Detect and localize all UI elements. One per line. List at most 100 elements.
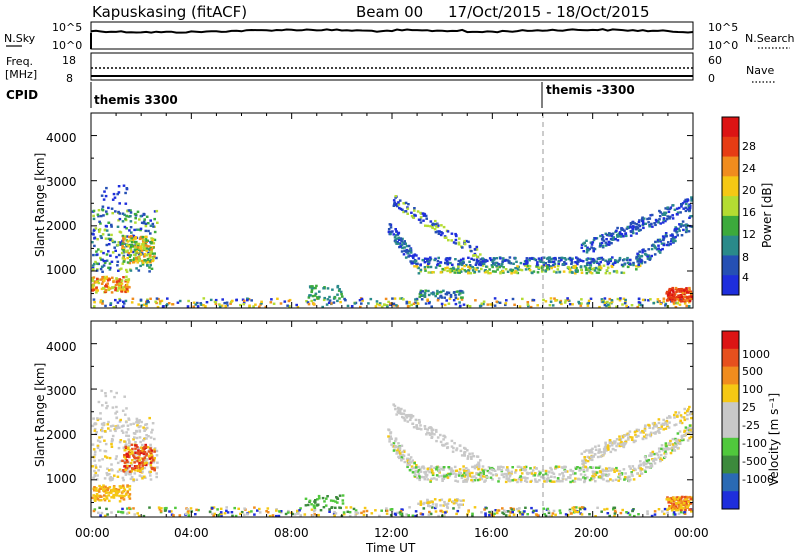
velocity-cell xyxy=(564,513,568,516)
velocity-cell xyxy=(149,443,152,447)
power-cell xyxy=(610,242,613,245)
power-cell xyxy=(221,298,224,301)
power-cell xyxy=(516,268,520,271)
power-cell xyxy=(96,289,99,292)
power-cell xyxy=(678,223,681,226)
velocity-cell xyxy=(633,430,637,434)
power-cell xyxy=(242,299,246,303)
power-cell xyxy=(192,305,196,308)
velocity-cell xyxy=(435,430,438,433)
velocity-cell xyxy=(111,406,115,409)
power-cell xyxy=(433,258,436,262)
power-cell xyxy=(473,270,477,274)
power-cell xyxy=(600,241,604,245)
velocity-cell xyxy=(122,498,126,501)
velocity-cell xyxy=(460,454,464,457)
velocity-cell xyxy=(592,477,595,480)
velocity-cell xyxy=(153,467,156,470)
velocity-cell xyxy=(437,475,441,478)
power-cell xyxy=(136,248,139,251)
velocity-cell xyxy=(448,498,452,501)
velocity-cell xyxy=(121,490,125,493)
power-cell xyxy=(107,243,111,246)
velocity-cell xyxy=(388,437,392,441)
power-cell xyxy=(686,208,690,211)
velocity-cell xyxy=(617,479,620,482)
velocity-cell xyxy=(132,422,135,425)
power-cell xyxy=(461,246,464,249)
power-cell xyxy=(151,252,154,255)
power-cell xyxy=(307,303,311,306)
velocity-cell xyxy=(412,426,416,429)
velocity-cell xyxy=(497,465,500,469)
power-cell xyxy=(125,275,128,278)
power-cell xyxy=(502,257,505,260)
power-cell xyxy=(617,232,621,235)
power-cell xyxy=(548,256,552,259)
power-cell xyxy=(608,272,612,275)
power-cell xyxy=(563,301,567,304)
velocity-cell xyxy=(452,446,455,450)
velocity-cell xyxy=(142,447,145,450)
velocity-cell xyxy=(562,474,565,477)
velocity-cell xyxy=(517,509,521,513)
velocity-cell xyxy=(655,425,658,428)
power-cell xyxy=(153,255,156,258)
velocity-cell xyxy=(454,479,457,482)
power-cell xyxy=(664,302,668,306)
power-cell xyxy=(546,265,549,268)
velocity-cell xyxy=(144,463,148,467)
velocity-cell xyxy=(631,509,634,513)
power-cell xyxy=(141,235,145,239)
power-cell xyxy=(149,224,153,227)
velocity-cell xyxy=(597,466,601,469)
power-cell xyxy=(99,214,103,218)
velocity-cell xyxy=(572,506,576,509)
power-cell xyxy=(426,257,429,261)
power-cell xyxy=(632,225,635,229)
velocity-cell xyxy=(558,473,561,476)
power-cell xyxy=(604,241,608,244)
velocity-cell xyxy=(676,496,679,499)
power-cell xyxy=(575,261,579,264)
velocity-cell xyxy=(450,468,453,471)
power-cell xyxy=(148,256,151,259)
velocity-cell xyxy=(639,460,642,463)
power-cell xyxy=(583,241,586,244)
power-colorbar-swatch xyxy=(722,156,739,177)
power-cell xyxy=(269,301,273,304)
power-cell xyxy=(642,222,646,226)
velocity-cell xyxy=(216,508,219,511)
power-cell xyxy=(574,272,577,275)
power-cell xyxy=(108,262,112,265)
velocity-cell xyxy=(451,469,455,472)
noise-panel xyxy=(90,21,694,50)
velocity-cell xyxy=(119,439,123,442)
velocity-cell xyxy=(643,429,647,432)
power-cell xyxy=(151,222,155,226)
power-cell xyxy=(434,294,437,298)
velocity-cell xyxy=(402,454,406,457)
velocity-cell xyxy=(107,491,110,494)
power-cell xyxy=(608,302,612,305)
velocity-cell xyxy=(621,435,625,438)
power-cell xyxy=(635,225,638,229)
velocity-cell xyxy=(561,480,564,483)
power-cell xyxy=(101,233,105,236)
power-cell xyxy=(467,269,470,272)
power-cell xyxy=(626,265,630,269)
power-cell xyxy=(437,256,440,260)
velocity-cell xyxy=(402,457,405,460)
power-cell xyxy=(529,305,533,309)
cpid-segment-2: themis -3300 xyxy=(546,83,635,97)
velocity-cell xyxy=(660,423,663,427)
velocity-cell xyxy=(660,447,663,450)
power-cell xyxy=(598,245,602,248)
velocity-cell xyxy=(121,495,125,499)
velocity-cell xyxy=(597,451,600,454)
velocity-cell xyxy=(92,476,95,479)
power-cell xyxy=(430,292,433,295)
power-cell xyxy=(623,302,627,305)
velocity-cell xyxy=(408,506,411,509)
velocity-cell xyxy=(124,457,127,460)
